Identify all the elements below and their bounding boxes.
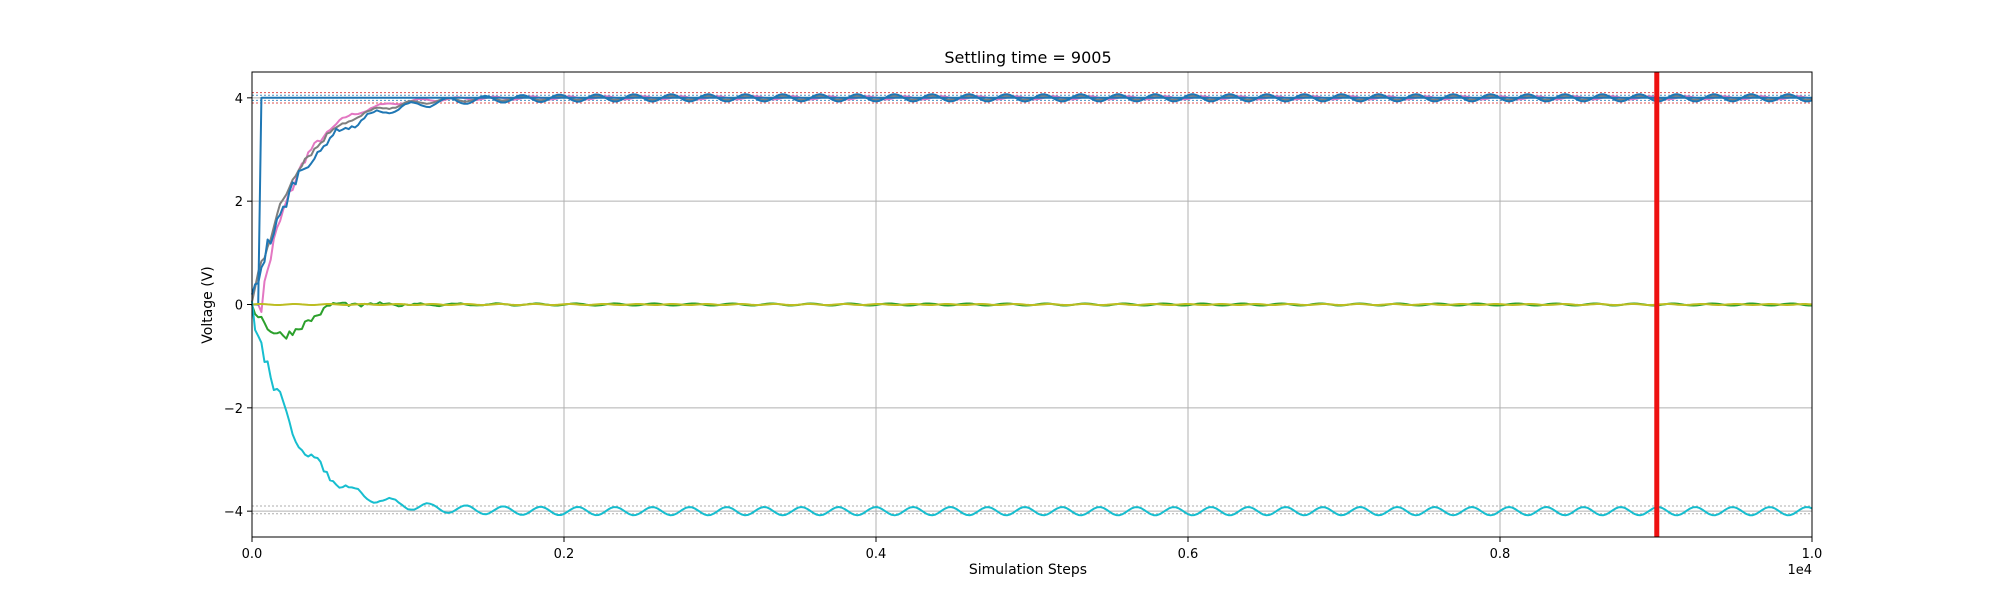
x-multiplier-label: 1e4: [1787, 563, 1812, 578]
y-tick-label: 4: [235, 92, 243, 107]
axis-ticks: 0.0 0.2 0.4 0.6 0.8 1.0 −4 −2 0 2 4: [224, 92, 1823, 562]
y-tick-label: 2: [235, 195, 243, 210]
y-tick-label: −4: [224, 505, 243, 520]
series-line-2: [252, 96, 1812, 306]
x-tick-label: 0.4: [866, 547, 887, 562]
x-tick-label: 0.0: [242, 547, 263, 562]
series-line-3: [251, 93, 1813, 295]
x-tick-label: 0.8: [1490, 547, 1511, 562]
y-tick-label: 0: [235, 299, 243, 314]
series-line-5: [251, 303, 1813, 306]
series-line-6: [251, 301, 1813, 517]
data-series: [251, 93, 1813, 517]
x-tick-label: 0.2: [554, 547, 575, 562]
chart-title: Settling time = 9005: [944, 48, 1111, 67]
x-tick-label: 0.6: [1178, 547, 1199, 562]
x-axis-label: Simulation Steps: [969, 562, 1087, 578]
y-tick-label: −2: [224, 402, 243, 417]
y-axis-label: Voltage (V): [200, 266, 216, 343]
x-tick-label: 1.0: [1802, 547, 1823, 562]
